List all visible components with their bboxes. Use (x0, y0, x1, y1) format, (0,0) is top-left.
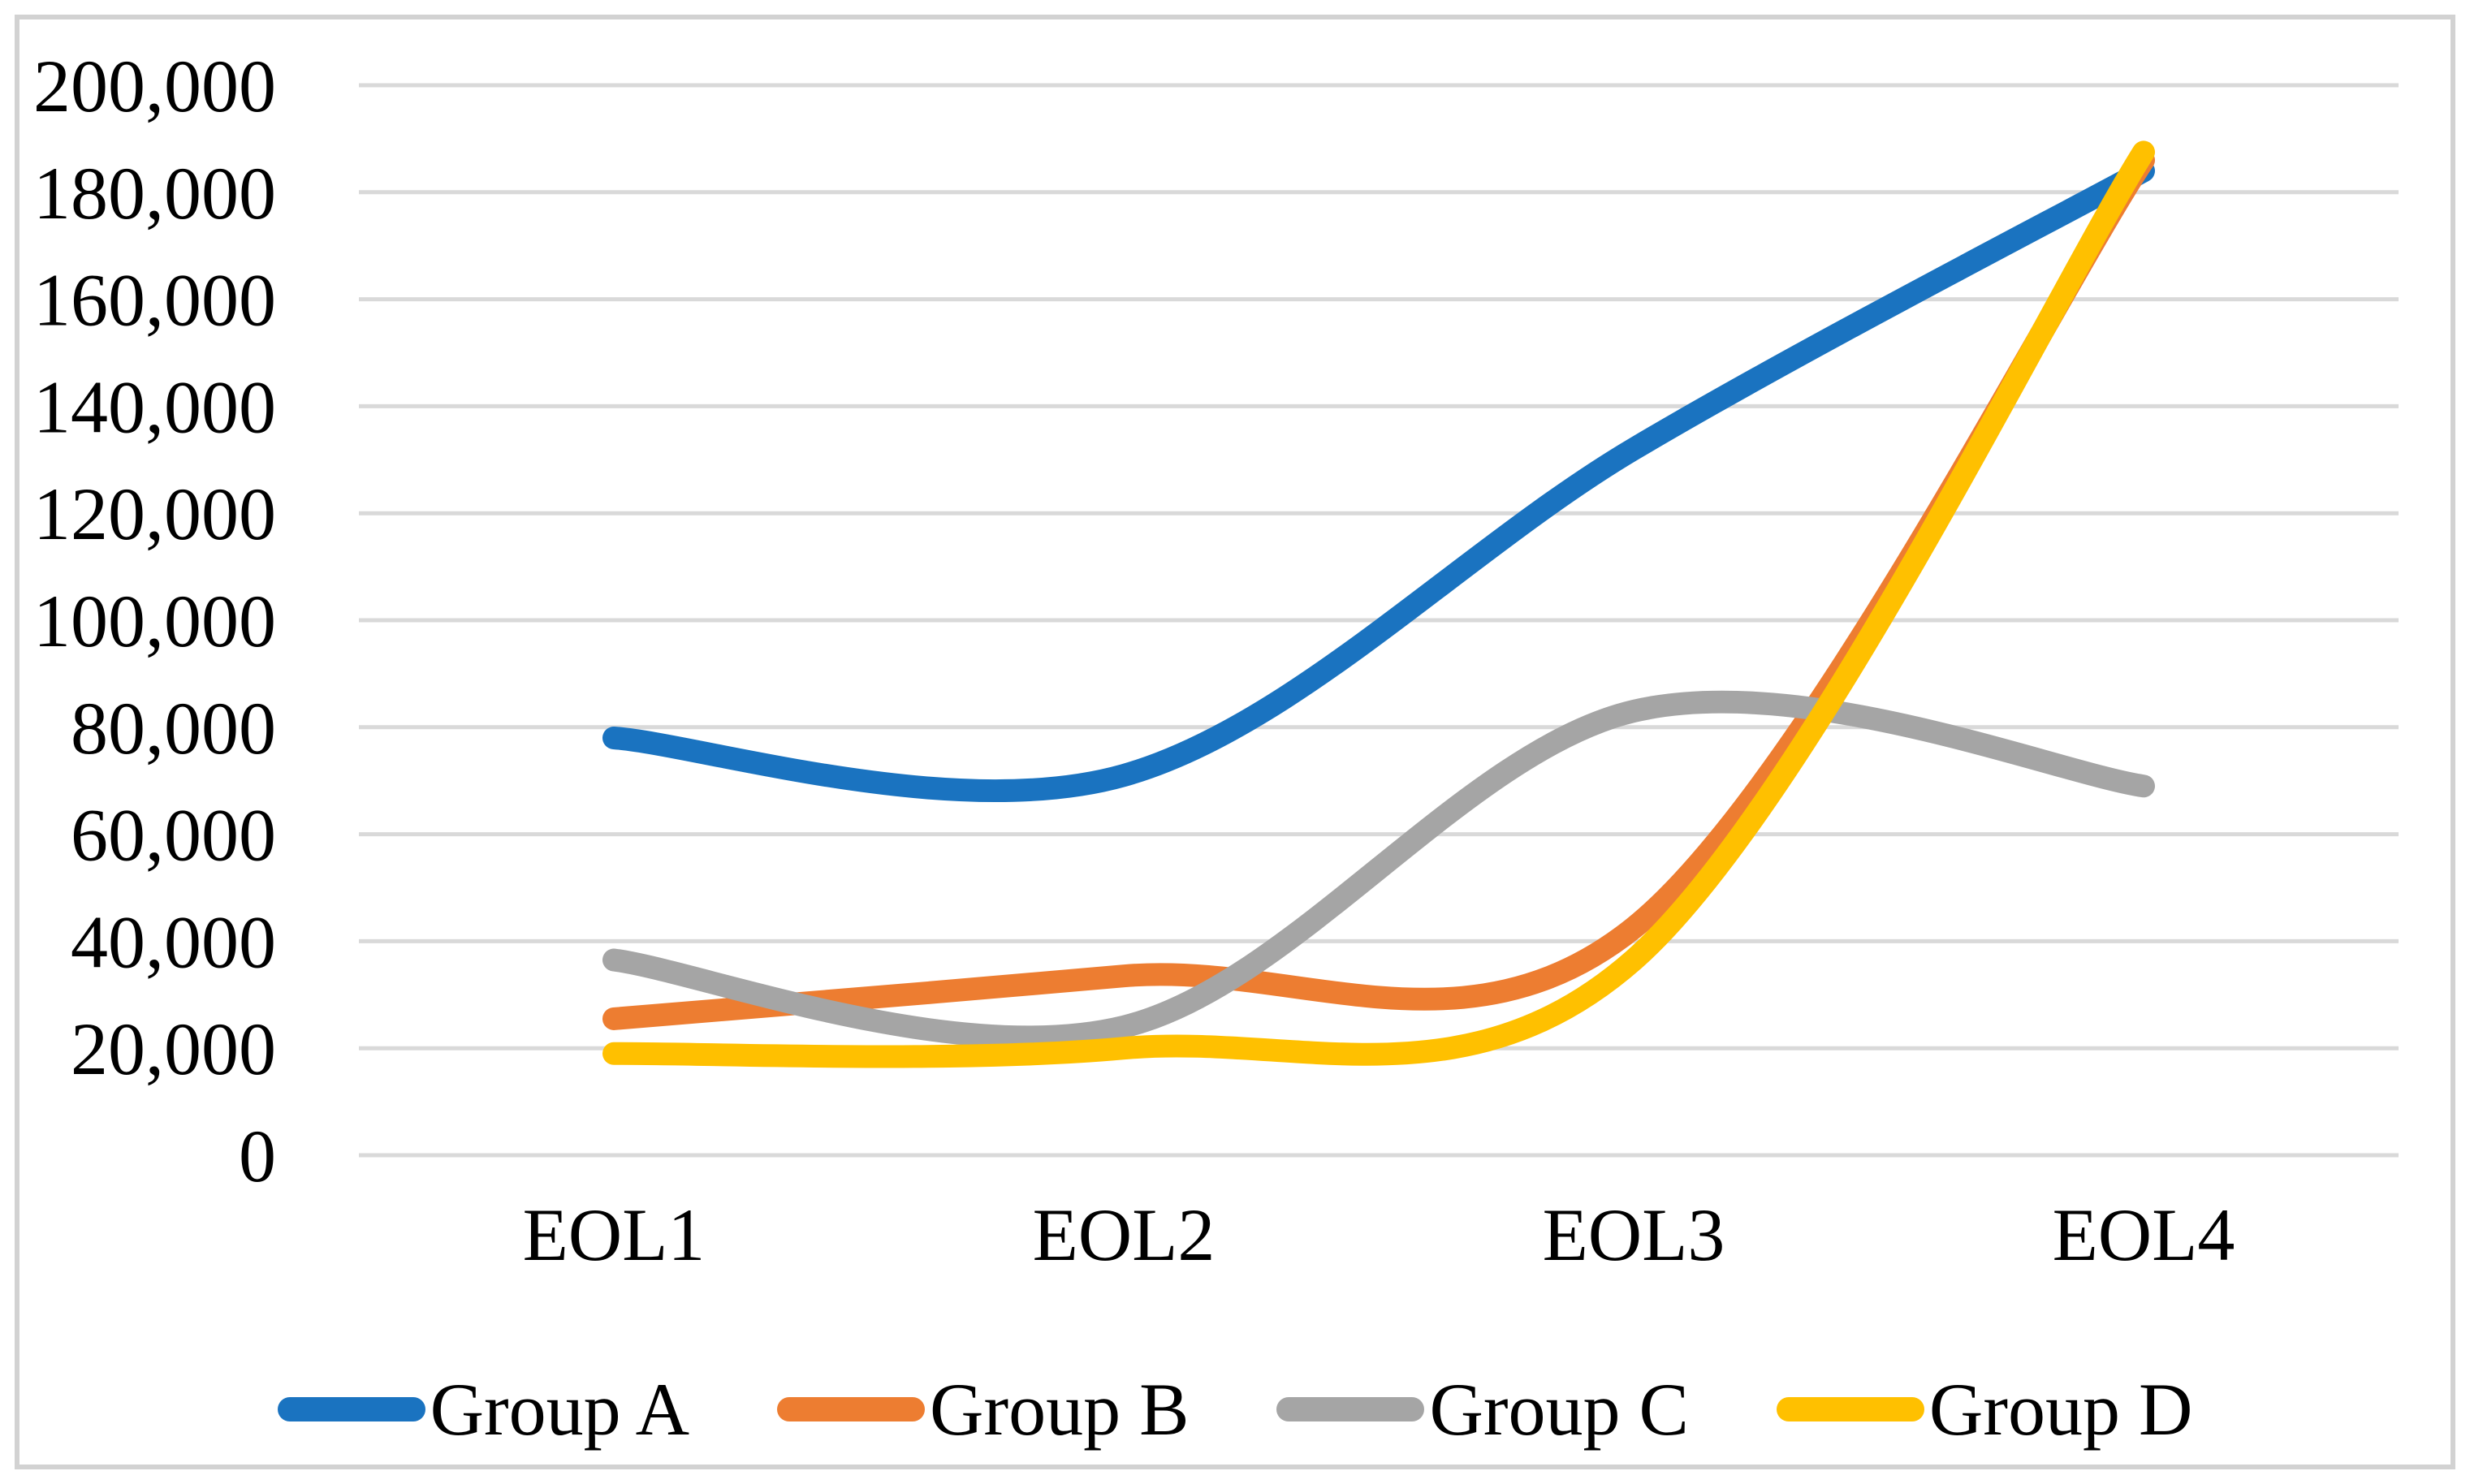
y-axis-tick-label: 60,000 (71, 794, 276, 877)
series-line-group-a (602, 159, 2155, 803)
y-axis-tick-label: 80,000 (71, 687, 276, 770)
legend-item-group-b: Group B (777, 1370, 1189, 1449)
legend-item-group-c: Group C (1276, 1368, 1689, 1451)
legend-label: Group B (930, 1368, 1190, 1451)
y-axis-tick-label: 120,000 (33, 472, 276, 555)
y-axis-tick-label: 40,000 (71, 900, 276, 983)
y-axis-tick-label: 180,000 (33, 152, 276, 235)
y-axis-tick-label: 160,000 (33, 259, 276, 342)
x-axis-category-label: EOL3 (1543, 1193, 1725, 1276)
legend-swatch-icon (777, 1397, 926, 1422)
legend-label: Group D (1928, 1368, 2193, 1451)
legend-swatch-icon (1776, 1397, 1924, 1422)
figure-border (15, 15, 2455, 1469)
x-axis-category-label: EOL1 (523, 1193, 706, 1276)
y-axis-tick-label: 20,000 (71, 1007, 276, 1090)
series-line-group-d (602, 140, 2155, 1068)
x-axis-category-label: EOL2 (1033, 1193, 1216, 1276)
legend-label: Group A (430, 1368, 690, 1451)
x-axis-category-label: EOL4 (2053, 1193, 2235, 1276)
y-axis-tick-label: 200,000 (33, 45, 276, 127)
y-axis-tick-label: 0 (239, 1115, 276, 1197)
y-axis-tick-label: 100,000 (33, 580, 276, 662)
y-axis-tick-label: 140,000 (33, 365, 276, 448)
legend-label: Group C (1429, 1368, 1689, 1451)
legend-item-group-d: Group D (1776, 1368, 2193, 1451)
chart-legend: Group A Group B Group C Group D (0, 1370, 2470, 1449)
legend-swatch-icon (1276, 1397, 1425, 1422)
legend-item-group-a: Group A (277, 1368, 690, 1451)
series-line-group-c (602, 690, 2155, 1049)
legend-swatch-icon (277, 1397, 425, 1422)
